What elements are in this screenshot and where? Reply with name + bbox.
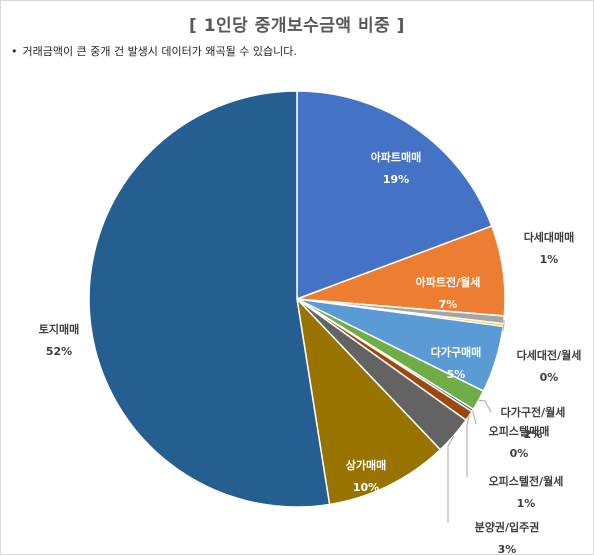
subtitle-text: 거래금액이 큰 중개 건 발생시 데이터가 왜곡될 수 있습니다. [22,45,297,58]
slice-label-name-7: 오피스텔매매 [489,424,550,438]
slice-label-name-2: 아파트전/월세 [416,275,481,289]
pie-slices [88,90,506,508]
slice-label-percent-8: 1% [517,497,536,510]
bullet-icon: • [11,45,18,58]
slice-label-name-8: 오피스텔전/월세 [489,474,564,488]
slice-label-name-6: 다가구전/월세 [501,405,566,419]
chart-title: [ 1인당 중개보수금액 비중 ] [189,16,405,36]
slice-label-name-5: 다가구매매 [431,345,482,359]
chart-subtitle: • 거래금액이 큰 중개 건 발생시 데이터가 왜곡될 수 있습니다. [11,43,297,59]
leader-lines [447,319,505,523]
slice-label-name-3: 다세대매매 [524,230,575,244]
slice-label-percent-9: 3% [498,543,517,554]
slice-label-percent-1: 19% [383,173,409,186]
slice-label-name-4: 다세대전/월세 [517,348,582,362]
slice-label-percent-4: 0% [540,371,559,384]
slice-label-name-10: 상가매매 [346,458,386,472]
pie-slice-1 [296,90,493,301]
slice-label-percent-7: 0% [510,447,529,460]
pie-slice-10 [295,296,442,506]
slice-label-percent-6: 2% [524,428,543,441]
pie-slice-11 [88,90,331,508]
slice-label-name-9: 분양권/입주권 [475,520,540,534]
slice-label-name-11: 토지매매 [39,322,79,336]
slice-label-percent-2: 7% [439,298,458,311]
leader-line-6 [478,399,492,413]
slice-label-name-1: 아파트매매 [371,150,422,164]
slice-label-percent-11: 52% [46,345,72,358]
slice-labels: 아파트매매 19% 아파트전/월세 7% 다세대매매 1% 다세대전/월세 0% 다가구매매 5%… [39,150,582,554]
slice-label-percent-10: 10% [353,481,379,494]
slice-label-percent-5: 5% [447,368,466,381]
slice-label-percent-3: 1% [540,253,559,266]
leader-line-9 [447,435,455,523]
leader-line-8 [466,415,470,477]
leader-line-7 [472,410,477,425]
